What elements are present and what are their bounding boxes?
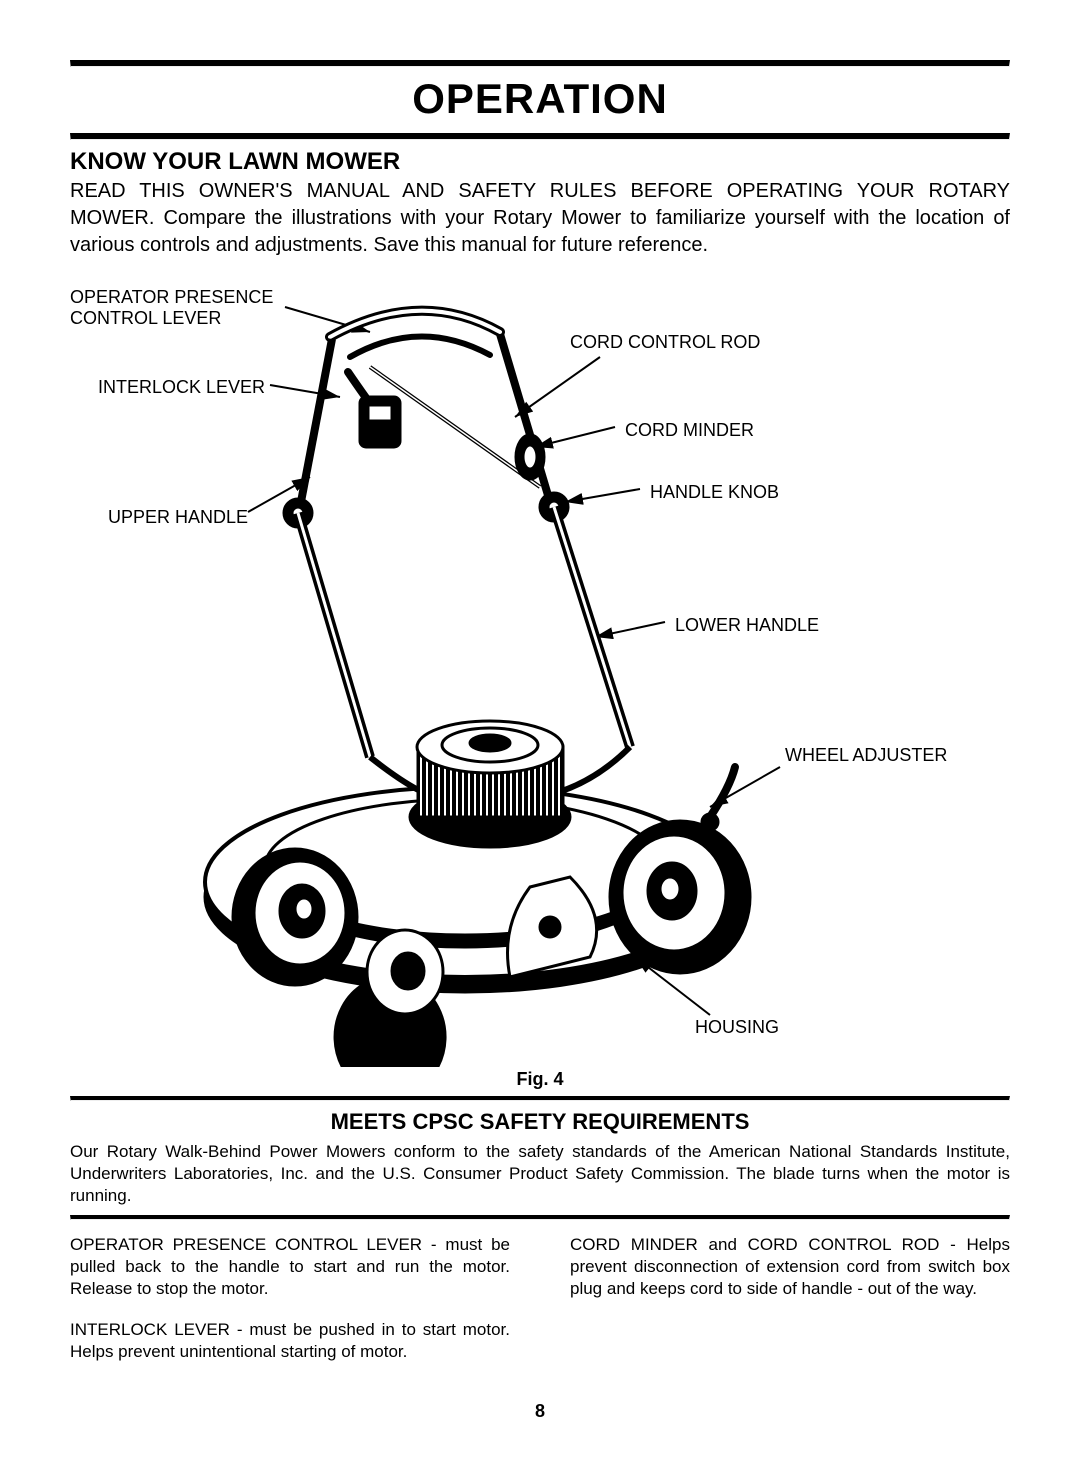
mid-rule-1 — [70, 1096, 1010, 1101]
mid-rule-2 — [70, 1215, 1010, 1220]
mower-svg — [70, 277, 1010, 1067]
section-title: KNOW YOUR LAWN MOWER — [70, 148, 1010, 176]
title-underline — [70, 133, 1010, 140]
figure-caption: Fig. 4 — [70, 1069, 1010, 1090]
page-title: OPERATION — [70, 67, 1010, 133]
two-column-section: OPERATOR PRESENCE CONTROL LEVER - must b… — [70, 1234, 1010, 1380]
right-column: CORD MINDER and CORD CONTROL ROD - Helps… — [570, 1234, 1010, 1380]
top-rule — [70, 60, 1010, 67]
page-number: 8 — [70, 1401, 1010, 1422]
left-p1: OPERATOR PRESENCE CONTROL LEVER - must b… — [70, 1234, 510, 1300]
intro-paragraph: READ THIS OWNER'S MANUAL AND SAFETY RULE… — [70, 178, 1010, 259]
left-p2: INTERLOCK LEVER - must be pushed in to s… — [70, 1319, 510, 1363]
intro-rest: Compare the illustrations with your Rota… — [70, 207, 1010, 256]
mower-diagram: OPERATOR PRESENCECONTROL LEVER INTERLOCK… — [70, 277, 1010, 1067]
left-column: OPERATOR PRESENCE CONTROL LEVER - must b… — [70, 1234, 510, 1380]
right-p1: CORD MINDER and CORD CONTROL ROD - Helps… — [570, 1234, 1010, 1300]
cpsc-title: MEETS CPSC SAFETY REQUIREMENTS — [70, 1109, 1010, 1135]
cpsc-body: Our Rotary Walk-Behind Power Mowers conf… — [70, 1141, 1010, 1207]
